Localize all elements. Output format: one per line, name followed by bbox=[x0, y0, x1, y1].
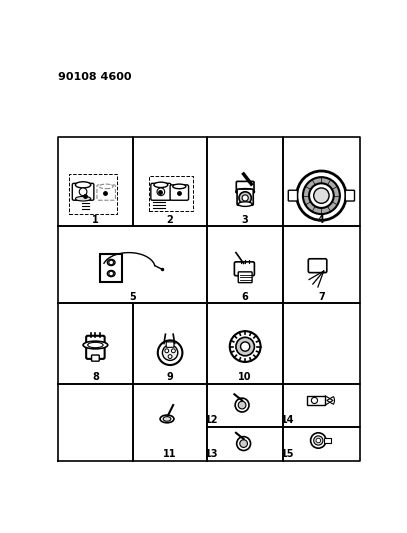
Circle shape bbox=[240, 440, 247, 447]
Ellipse shape bbox=[88, 342, 103, 348]
Circle shape bbox=[157, 188, 165, 196]
Circle shape bbox=[238, 401, 246, 409]
Wedge shape bbox=[327, 397, 335, 405]
Text: 11: 11 bbox=[163, 449, 177, 459]
Bar bbox=[324, 438, 330, 443]
Circle shape bbox=[168, 354, 172, 359]
Ellipse shape bbox=[163, 417, 171, 421]
Text: 8: 8 bbox=[92, 372, 99, 382]
Bar bbox=[149, 175, 193, 211]
Circle shape bbox=[235, 398, 249, 412]
Circle shape bbox=[314, 436, 323, 445]
FancyBboxPatch shape bbox=[236, 181, 254, 193]
Ellipse shape bbox=[236, 189, 254, 195]
FancyBboxPatch shape bbox=[86, 336, 105, 359]
Text: 4: 4 bbox=[318, 215, 325, 225]
FancyBboxPatch shape bbox=[170, 185, 188, 200]
Bar bbox=[307, 396, 325, 405]
Ellipse shape bbox=[107, 270, 115, 277]
Text: 13: 13 bbox=[205, 449, 219, 459]
Ellipse shape bbox=[99, 184, 113, 189]
Ellipse shape bbox=[160, 415, 174, 423]
Circle shape bbox=[241, 342, 250, 351]
FancyBboxPatch shape bbox=[92, 355, 99, 361]
Text: 5: 5 bbox=[129, 292, 136, 302]
Text: 6: 6 bbox=[242, 292, 249, 302]
Ellipse shape bbox=[75, 196, 91, 201]
Circle shape bbox=[158, 341, 182, 365]
Text: 12: 12 bbox=[205, 415, 219, 425]
FancyBboxPatch shape bbox=[234, 262, 254, 276]
Circle shape bbox=[311, 398, 317, 403]
Circle shape bbox=[109, 271, 114, 276]
Circle shape bbox=[237, 437, 251, 450]
Circle shape bbox=[171, 349, 175, 353]
Ellipse shape bbox=[238, 202, 252, 206]
Circle shape bbox=[242, 195, 248, 201]
Circle shape bbox=[162, 345, 178, 360]
FancyBboxPatch shape bbox=[97, 185, 116, 200]
Circle shape bbox=[314, 188, 329, 203]
Circle shape bbox=[297, 171, 346, 220]
FancyBboxPatch shape bbox=[238, 272, 252, 282]
Text: 2: 2 bbox=[167, 215, 173, 225]
Circle shape bbox=[236, 337, 254, 356]
Text: 9: 9 bbox=[167, 372, 173, 382]
Ellipse shape bbox=[75, 182, 91, 188]
Circle shape bbox=[239, 192, 251, 204]
Bar bbox=[101, 254, 122, 282]
Text: 10: 10 bbox=[239, 372, 252, 382]
Ellipse shape bbox=[107, 260, 115, 265]
Text: 15: 15 bbox=[281, 449, 294, 459]
Ellipse shape bbox=[173, 184, 186, 189]
FancyBboxPatch shape bbox=[308, 259, 327, 273]
FancyBboxPatch shape bbox=[345, 190, 354, 201]
Circle shape bbox=[165, 349, 168, 353]
Circle shape bbox=[230, 331, 260, 362]
Circle shape bbox=[309, 183, 334, 208]
FancyBboxPatch shape bbox=[151, 183, 171, 200]
Ellipse shape bbox=[154, 182, 168, 188]
Text: 90108 4600: 90108 4600 bbox=[58, 72, 131, 83]
Circle shape bbox=[79, 188, 87, 196]
FancyBboxPatch shape bbox=[72, 183, 94, 200]
FancyBboxPatch shape bbox=[166, 342, 174, 348]
Circle shape bbox=[109, 260, 114, 265]
Ellipse shape bbox=[83, 341, 108, 349]
Circle shape bbox=[311, 433, 326, 448]
Text: 1: 1 bbox=[92, 215, 99, 225]
Bar bbox=[69, 174, 117, 214]
Text: 3: 3 bbox=[242, 215, 249, 225]
FancyBboxPatch shape bbox=[237, 189, 253, 205]
Circle shape bbox=[316, 438, 321, 443]
FancyBboxPatch shape bbox=[288, 190, 298, 201]
Text: 7: 7 bbox=[318, 292, 325, 302]
Circle shape bbox=[303, 177, 340, 214]
Text: 14: 14 bbox=[281, 415, 294, 425]
